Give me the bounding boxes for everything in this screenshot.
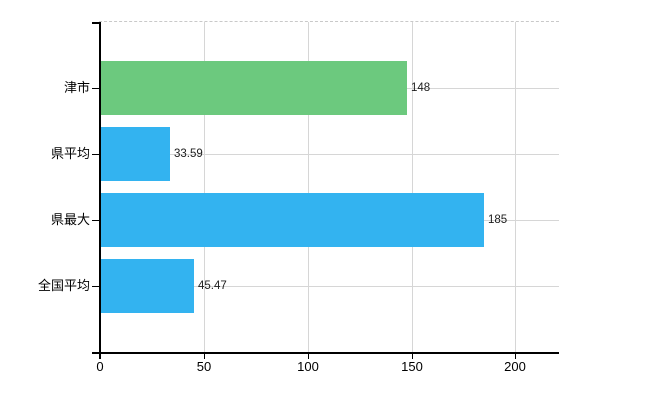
x-tick-label-4: 200 (504, 359, 526, 374)
y-axis-line (99, 22, 101, 359)
horizontal-gridline (100, 286, 559, 287)
x-tick-label-0: 0 (96, 359, 104, 374)
bar-value-label: 185 (488, 214, 508, 226)
category-label-3: 全国平均 (37, 278, 90, 293)
bar-value-label: 33.59 (174, 148, 203, 160)
category-tick (92, 154, 99, 155)
bar-value-label: 148 (411, 82, 431, 94)
x-tick-label-2: 100 (297, 359, 319, 374)
category-tick (92, 88, 99, 89)
y-axis-top-tick (92, 22, 99, 24)
x-axis-tick (515, 352, 516, 359)
horizontal-gridline (100, 154, 559, 155)
bar-0 (101, 61, 407, 115)
category-tick (92, 220, 99, 221)
plot-top-border (99, 21, 559, 22)
x-axis-line (92, 352, 559, 354)
bar-3 (101, 259, 194, 313)
vertical-gridline (204, 22, 205, 352)
x-axis-tick (204, 352, 205, 359)
bar-1 (101, 127, 170, 181)
x-tick-label-1: 50 (196, 359, 212, 374)
vertical-gridline (308, 22, 309, 352)
vertical-gridline (515, 22, 516, 352)
x-axis-tick (412, 352, 413, 359)
category-label-2: 県最大 (50, 212, 90, 227)
category-label-0: 津市 (63, 80, 90, 95)
x-axis-tick (308, 352, 309, 359)
vertical-gridline (412, 22, 413, 352)
category-label-1: 県平均 (50, 146, 90, 161)
category-tick (92, 286, 99, 287)
x-tick-label-3: 150 (401, 359, 423, 374)
bar-value-label: 45.47 (198, 280, 227, 292)
bar-2 (101, 193, 484, 247)
x-axis-tick (100, 352, 101, 359)
